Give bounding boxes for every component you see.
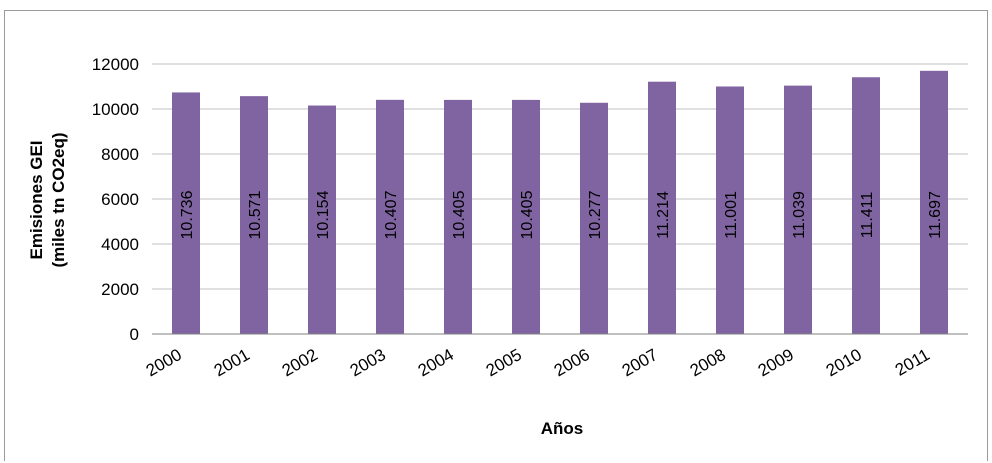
x-axis-title: Años bbox=[541, 419, 584, 438]
bar bbox=[376, 99, 404, 334]
bar bbox=[784, 85, 812, 334]
bar-data-labels: 10.736 10.571 10.154 10.407 10.405 10.405 10.2… bbox=[179, 190, 944, 239]
bar bbox=[580, 102, 608, 334]
y-tick-labels: 0 2000 4000 6000 8000 10000 12000 bbox=[92, 55, 139, 344]
bar-data-label: 11.214 bbox=[655, 191, 672, 239]
bars bbox=[172, 70, 948, 334]
bar-data-label: 10.736 bbox=[179, 190, 196, 239]
bar-data-label: 11.411 bbox=[859, 192, 876, 239]
bar bbox=[648, 81, 676, 334]
y-tick-label: 6000 bbox=[101, 190, 139, 209]
bar bbox=[716, 86, 744, 334]
x-tick-label: 2006 bbox=[551, 345, 593, 380]
y-axis-title-units: (miles tn CO2eq) bbox=[49, 132, 68, 267]
bar-data-label: 10.407 bbox=[383, 190, 400, 239]
x-tick-label: 2008 bbox=[687, 345, 729, 380]
y-axis-title: Emisiones GEI bbox=[27, 140, 46, 259]
y-tick-label: 10000 bbox=[92, 100, 139, 119]
bar-data-label: 11.001 bbox=[723, 191, 740, 239]
bar bbox=[240, 96, 268, 334]
x-tick-label: 2003 bbox=[347, 345, 389, 380]
bar bbox=[920, 70, 948, 334]
y-tick-label: 8000 bbox=[101, 145, 139, 164]
x-tick-label: 2011 bbox=[892, 345, 933, 380]
bar-data-label: 10.405 bbox=[519, 190, 536, 239]
bar-data-label: 10.571 bbox=[247, 190, 264, 239]
y-tick-label: 12000 bbox=[92, 55, 139, 74]
x-tick-label: 2010 bbox=[823, 345, 865, 380]
x-tick-label: 2001 bbox=[211, 345, 253, 380]
x-tick-labels: 2000 2001 2002 2003 2004 2005 2006 2007 2008 2009… bbox=[143, 345, 933, 380]
x-tick-label: 2000 bbox=[143, 345, 185, 380]
gridlines bbox=[152, 63, 968, 290]
x-tick-label: 2005 bbox=[483, 345, 525, 380]
y-tick-label: 2000 bbox=[101, 280, 139, 299]
y-tick-label: 4000 bbox=[101, 235, 139, 254]
y-tick-label: 0 bbox=[130, 325, 139, 344]
bar-data-label: 10.154 bbox=[315, 190, 332, 239]
bar bbox=[172, 92, 200, 334]
bar bbox=[852, 77, 880, 334]
x-tick-label: 2002 bbox=[279, 345, 321, 380]
bar bbox=[512, 99, 540, 334]
bar-data-label: 10.277 bbox=[587, 190, 604, 239]
bar-data-label: 11.697 bbox=[927, 191, 944, 239]
bar-data-label: 11.039 bbox=[791, 191, 808, 239]
x-tick-label: 2009 bbox=[755, 345, 797, 380]
chart-frame bbox=[4, 10, 988, 461]
bar-data-label: 10.405 bbox=[451, 190, 468, 239]
x-tick-label: 2007 bbox=[619, 345, 661, 380]
bar bbox=[444, 99, 472, 334]
bar bbox=[308, 105, 336, 334]
x-tick-label: 2004 bbox=[415, 345, 457, 380]
